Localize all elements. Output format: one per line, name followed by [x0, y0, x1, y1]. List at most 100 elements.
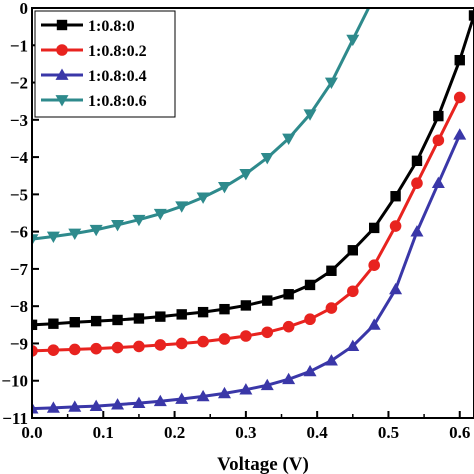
data-point [324, 354, 338, 366]
data-point [111, 220, 125, 232]
data-point [240, 300, 252, 311]
y-tick-label: −11 [2, 409, 28, 428]
data-point [390, 191, 401, 202]
plot-frame [31, 7, 474, 419]
series-1 [32, 91, 466, 357]
data-point [153, 208, 167, 221]
data-point [389, 282, 403, 295]
data-point [453, 128, 467, 140]
data-point [112, 314, 123, 326]
data-point [454, 54, 465, 66]
data-point [153, 394, 167, 407]
x-tick-label: 0.2 [164, 423, 185, 442]
data-point [239, 168, 253, 181]
data-point [218, 333, 231, 345]
data-point [68, 343, 81, 356]
data-point [46, 231, 60, 243]
data-point [453, 91, 466, 104]
y-tick-label: −8 [10, 297, 28, 316]
legend-item: 1:0.8:0 [41, 18, 135, 35]
data-point [368, 259, 380, 271]
legend-item: 1:0.8:0.4 [41, 68, 147, 85]
data-point [89, 224, 103, 237]
data-point [346, 34, 360, 47]
data-point [324, 77, 338, 90]
legend-item: 1:0.8:0.2 [41, 43, 147, 60]
data-point [197, 335, 209, 348]
legend-item: 1:0.8:0.6 [41, 93, 147, 110]
x-tick-label: 0.5 [378, 423, 399, 442]
series-2 [32, 128, 467, 414]
x-tick-label: 0.4 [307, 423, 329, 442]
data-point [196, 389, 210, 402]
legend: 1:0.8:0 1:0.8:0.2 1:0.8:0.4 1:0.8:0.6 [34, 10, 176, 118]
data-point [196, 192, 210, 204]
data-point [347, 285, 359, 298]
data-point [111, 398, 125, 410]
data-point [283, 289, 294, 300]
y-tick-label: −2 [10, 74, 28, 93]
data-point [132, 214, 146, 227]
data-point [262, 295, 273, 306]
y-tick-label: 0 [20, 0, 29, 18]
legend-label: 1:0.8:0.6 [88, 93, 147, 110]
legend-marker [56, 44, 68, 56]
data-point [260, 152, 274, 165]
data-point [368, 0, 381, 3]
legend-label: 1:0.8:0.4 [88, 68, 147, 85]
data-point [367, 318, 381, 330]
data-point [368, 222, 380, 234]
y-tick-label: −6 [10, 223, 28, 242]
data-point [468, 10, 474, 21]
data-point [32, 319, 38, 331]
legend-marker [55, 95, 69, 107]
series-layer [32, 0, 474, 414]
data-point [155, 311, 166, 322]
x-axis-title: Voltage (V) [217, 454, 309, 474]
y-tick-label: −1 [10, 36, 28, 55]
data-point [389, 220, 402, 232]
series-3 [32, 0, 381, 246]
data-point [90, 342, 102, 355]
data-point [46, 401, 60, 413]
legend-label: 1:0.8:0 [88, 18, 135, 35]
data-point [282, 133, 296, 145]
data-point [303, 109, 317, 121]
data-point [175, 337, 188, 350]
data-point [90, 315, 102, 327]
y-tick-label: −10 [1, 372, 28, 391]
data-point [326, 265, 337, 276]
data-point [133, 340, 145, 353]
data-point [219, 303, 230, 315]
data-point [175, 392, 189, 404]
data-point [175, 201, 189, 213]
data-point [282, 372, 296, 385]
y-tick-label: −9 [10, 334, 28, 353]
y-axis: 0 −1 −2 −3 −4 −5 −6 −7 −8 −9 −10 −11 [1, 0, 39, 428]
y-tick-label: −5 [10, 185, 28, 204]
data-point [111, 341, 124, 354]
data-point [431, 176, 445, 189]
data-point [69, 317, 80, 328]
data-point [133, 313, 145, 324]
data-point [217, 182, 231, 194]
y-tick-label: −3 [10, 111, 28, 130]
data-point [132, 396, 146, 408]
y-tick-label: −7 [10, 260, 29, 279]
data-point [68, 400, 82, 412]
data-point [68, 228, 82, 240]
data-point [217, 386, 231, 399]
data-point [197, 306, 209, 318]
legend-marker [56, 19, 68, 31]
data-point [89, 399, 103, 411]
data-point [47, 344, 60, 356]
data-point [346, 339, 360, 351]
data-point [411, 155, 423, 167]
x-tick-label: 0.0 [21, 423, 42, 442]
data-point [260, 378, 274, 391]
data-point [240, 330, 252, 342]
data-point [32, 234, 39, 246]
data-point [304, 279, 316, 291]
